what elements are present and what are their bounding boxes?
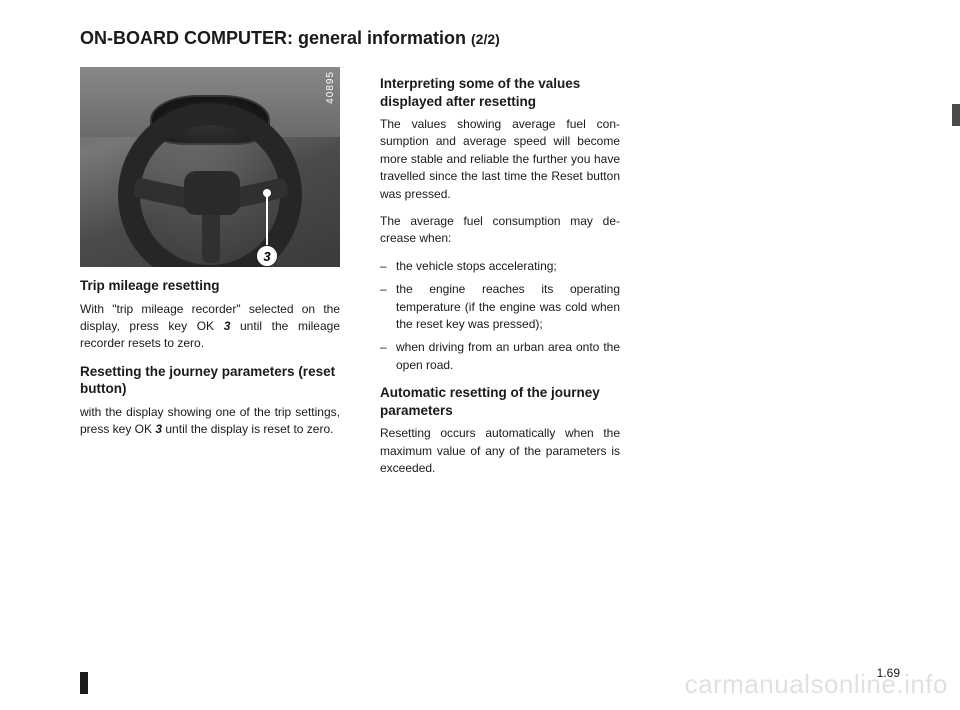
manual-page: ON-BOARD COMPUTER: general information (… bbox=[0, 0, 960, 710]
para-auto-reset: Resetting occurs automatically when the … bbox=[380, 425, 620, 477]
dashboard-photo: 40895 3 bbox=[80, 67, 340, 267]
callout-label: 3 bbox=[263, 249, 270, 264]
image-id: 40895 bbox=[325, 71, 336, 104]
heading-interpreting: Interpreting some of the values displaye… bbox=[380, 75, 620, 110]
footer-bar-icon bbox=[80, 672, 88, 694]
decrease-list: the vehicle stops accelerating; the engi… bbox=[380, 258, 620, 374]
para-interpret-1: The values showing average fuel con­sump… bbox=[380, 116, 620, 203]
content-columns: 40895 3 Trip mileage resetting With "tri… bbox=[80, 67, 900, 487]
page-title: ON-BOARD COMPUTER: general information (… bbox=[80, 28, 900, 49]
callout-line bbox=[266, 193, 268, 247]
watermark: carmanualsonline.info bbox=[685, 669, 948, 700]
para-interpret-2: The average fuel consumption may de­crea… bbox=[380, 213, 620, 248]
callout-circle: 3 bbox=[256, 245, 278, 267]
heading-journey-reset: Resetting the journey parameters (reset … bbox=[80, 363, 340, 398]
column-left: 40895 3 Trip mileage resetting With "tri… bbox=[80, 67, 340, 487]
column-right bbox=[660, 67, 900, 487]
heading-trip-reset: Trip mileage resetting bbox=[80, 277, 340, 295]
section-tab-marker bbox=[952, 104, 960, 126]
list-item: when driving from an urban area onto the… bbox=[380, 339, 620, 374]
list-item: the engine reaches its operating tempera… bbox=[380, 281, 620, 333]
para-journey-reset: with the display showing one of the trip… bbox=[80, 404, 340, 439]
list-item: the vehicle stops accelerating; bbox=[380, 258, 620, 275]
column-middle: Interpreting some of the values displaye… bbox=[380, 67, 620, 487]
title-sub: (2/2) bbox=[471, 31, 500, 47]
title-main: ON-BOARD COMPUTER: general information bbox=[80, 28, 471, 48]
wheel-hub bbox=[184, 171, 240, 215]
wheel-spoke-bottom bbox=[202, 207, 220, 263]
para-trip-reset: With "trip mileage recorder" selected on… bbox=[80, 301, 340, 353]
heading-auto-reset: Automatic resetting of the journey param… bbox=[380, 384, 620, 419]
